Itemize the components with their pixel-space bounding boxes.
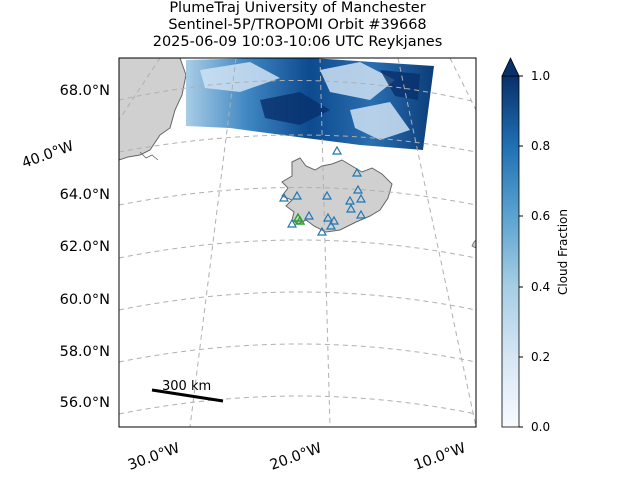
- volcano-marker: [286, 218, 298, 228]
- colorbar-tick-3: 0.6: [531, 209, 550, 223]
- volcano-marker: [352, 184, 364, 194]
- volcano-marker: [278, 192, 290, 202]
- swath-dark-patches: [260, 70, 420, 125]
- lat-label-64: 64.0°N: [60, 187, 110, 203]
- graticule: [119, 58, 476, 427]
- volcano-marker: [331, 145, 343, 155]
- colorbar-label: Cloud Fraction: [556, 209, 570, 295]
- lat-label-62: 62.0°N: [60, 239, 110, 255]
- eastern-landmass: [471, 239, 476, 249]
- greenland-coast-bits: [139, 151, 159, 161]
- colorbar-extend-arrow: [501, 57, 520, 77]
- colorbar-tick-2: 0.4: [531, 280, 550, 294]
- colorbar-tick-0: 0.0: [531, 420, 550, 434]
- source-marker: [294, 215, 306, 225]
- title-line-1: PlumeTraj University of Manchester: [169, 0, 426, 16]
- lon-label-10w: 10.0°W: [412, 440, 468, 473]
- title-line-3: 2025-06-09 10:03-10:06 UTC Reykjanes: [152, 34, 443, 50]
- map-area: [119, 58, 476, 427]
- scale-bar: [151, 388, 224, 403]
- volcano-marker: [325, 220, 337, 230]
- volcano-marker: [351, 167, 363, 177]
- lat-label-60: 60.0°N: [60, 292, 110, 308]
- volcano-marker: [328, 215, 340, 225]
- volcano-marker: [303, 210, 315, 220]
- lat-label-68: 68.0°N: [60, 83, 110, 99]
- lon-label-30w: 30.0°W: [126, 440, 182, 473]
- volcano-marker: [316, 226, 328, 236]
- lat-label-56: 56.0°N: [60, 395, 110, 411]
- colorbar-ticks: [519, 75, 523, 428]
- volcano-marker: [345, 203, 357, 213]
- map-frame: [118, 57, 477, 428]
- volcano-marker: [321, 190, 333, 200]
- volcano-marker: [291, 190, 303, 200]
- volcano-marker: [344, 195, 356, 205]
- lat-label-58: 58.0°N: [60, 344, 110, 360]
- colorbar: [501, 75, 520, 428]
- volcano-marker: [322, 212, 334, 222]
- scale-bar-label: 300 km: [162, 379, 211, 394]
- colorbar-tick-1: 0.2: [531, 350, 550, 364]
- source-markers: [292, 212, 306, 225]
- greenland-landmass: [119, 58, 187, 161]
- swath-cloud-patches: [200, 62, 410, 140]
- volcano-marker: [355, 209, 367, 219]
- lon-label-20w: 20.0°W: [268, 440, 324, 473]
- colorbar-tick-5: 1.0: [531, 69, 550, 83]
- title-line-2: Sentinel-5P/TROPOMI Orbit #39668: [168, 17, 427, 33]
- volcano-marker: [355, 193, 367, 203]
- volcano-markers: [278, 145, 367, 236]
- lon-label-40w: 40.0°W: [20, 138, 76, 171]
- colorbar-tick-4: 0.8: [531, 139, 550, 153]
